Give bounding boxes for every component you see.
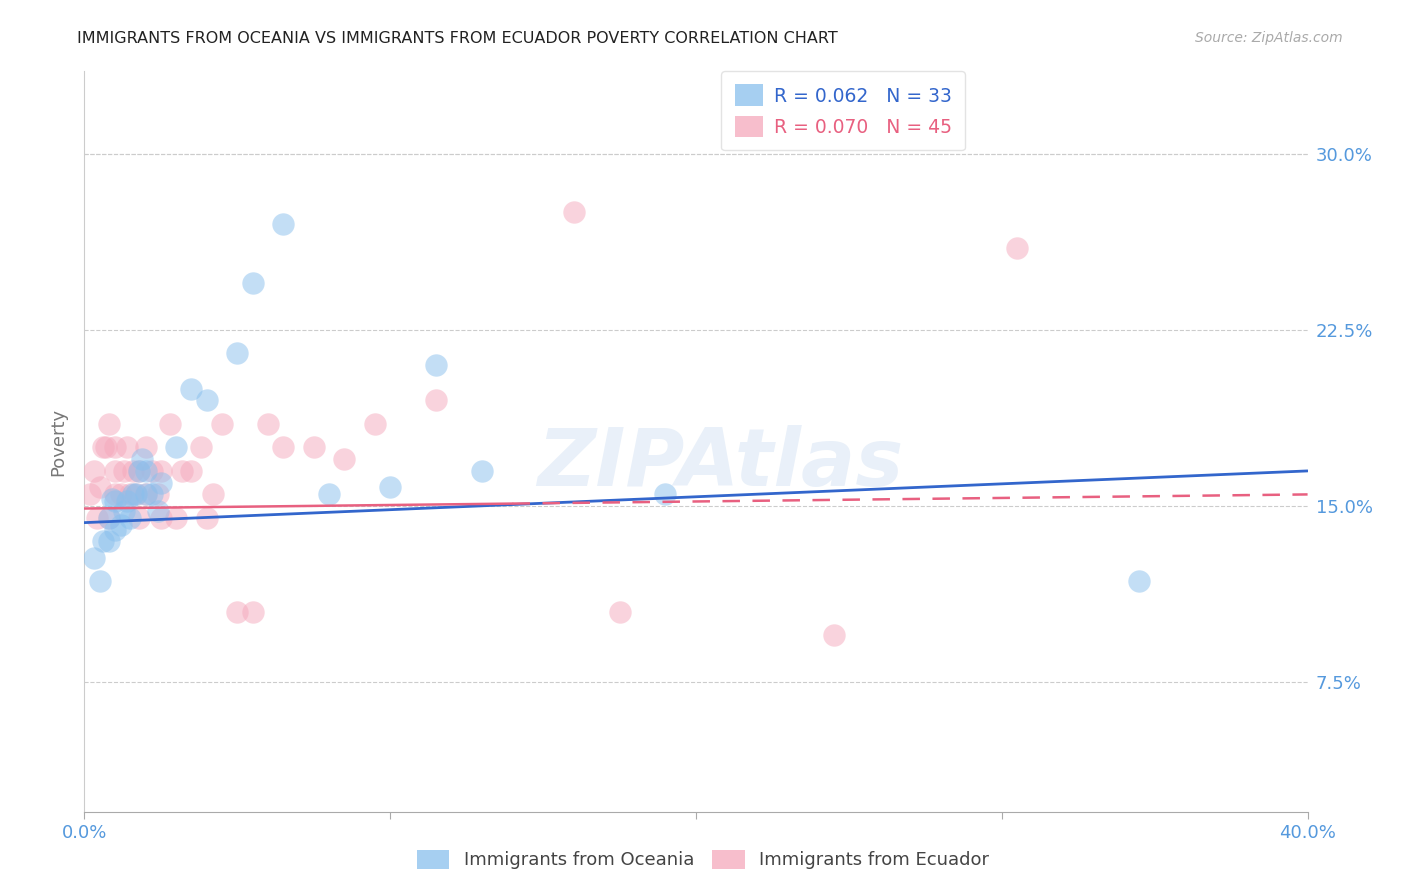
Point [149, 464, 172, 478]
Point [122, 464, 145, 478]
Point [104, 441, 127, 455]
Point [125, 487, 148, 501]
Point [83, 464, 105, 478]
Point [380, 480, 402, 494]
Point [79, 487, 101, 501]
Point [112, 464, 135, 478]
Point [195, 511, 218, 525]
Point [823, 628, 845, 642]
Point [135, 487, 157, 501]
Point [146, 504, 169, 518]
Point [146, 487, 169, 501]
Point [135, 441, 157, 455]
Point [271, 217, 294, 231]
Point [91, 441, 114, 455]
Point [135, 487, 157, 501]
Y-axis label: Poverty: Poverty [49, 408, 67, 475]
Point [120, 487, 142, 501]
Point [425, 393, 447, 408]
Point [97, 417, 120, 431]
Point [97, 534, 120, 549]
Text: IMMIGRANTS FROM OCEANIA VS IMMIGRANTS FROM ECUADOR POVERTY CORRELATION CHART: IMMIGRANTS FROM OCEANIA VS IMMIGRANTS FR… [77, 31, 838, 46]
Point [125, 487, 148, 501]
Point [654, 487, 676, 501]
Point [128, 464, 150, 478]
Point [86, 511, 108, 525]
Point [104, 487, 127, 501]
Legend: Immigrants from Oceania, Immigrants from Ecuador: Immigrants from Oceania, Immigrants from… [408, 841, 998, 879]
Point [172, 464, 194, 478]
Point [425, 358, 447, 372]
Point [1128, 574, 1150, 589]
Point [89, 480, 111, 494]
Point [135, 464, 157, 478]
Point [190, 441, 212, 455]
Point [91, 534, 114, 549]
Point [226, 346, 249, 360]
Point [318, 487, 340, 501]
Point [97, 511, 120, 525]
Point [226, 605, 249, 619]
Point [302, 441, 325, 455]
Point [271, 441, 294, 455]
Point [115, 441, 138, 455]
Point [131, 452, 153, 467]
Point [141, 487, 163, 501]
Point [94, 441, 117, 455]
Point [180, 464, 202, 478]
Point [101, 492, 124, 507]
Point [165, 441, 187, 455]
Text: Source: ZipAtlas.com: Source: ZipAtlas.com [1195, 31, 1343, 45]
Point [83, 550, 105, 565]
Point [242, 605, 264, 619]
Point [89, 574, 111, 589]
Point [159, 417, 181, 431]
Point [120, 511, 142, 525]
Point [128, 511, 150, 525]
Point [97, 511, 120, 525]
Point [128, 464, 150, 478]
Point [104, 523, 127, 537]
Point [257, 417, 280, 431]
Point [104, 464, 127, 478]
Point [1005, 241, 1028, 255]
Point [195, 393, 218, 408]
Point [562, 205, 585, 219]
Point [165, 511, 187, 525]
Point [110, 487, 132, 501]
Point [242, 276, 264, 290]
Point [122, 487, 145, 501]
Point [471, 464, 494, 478]
Point [211, 417, 233, 431]
Point [104, 494, 127, 508]
Point [115, 494, 138, 508]
Text: ZIPAtlas: ZIPAtlas [537, 425, 904, 503]
Point [180, 382, 202, 396]
Point [333, 452, 356, 467]
Point [609, 605, 631, 619]
Point [141, 464, 163, 478]
Point [149, 511, 172, 525]
Point [112, 504, 135, 518]
Point [110, 518, 132, 533]
Point [201, 487, 224, 501]
Point [364, 417, 387, 431]
Point [149, 475, 172, 490]
Legend: R = 0.062   N = 33, R = 0.070   N = 45: R = 0.062 N = 33, R = 0.070 N = 45 [721, 71, 965, 150]
